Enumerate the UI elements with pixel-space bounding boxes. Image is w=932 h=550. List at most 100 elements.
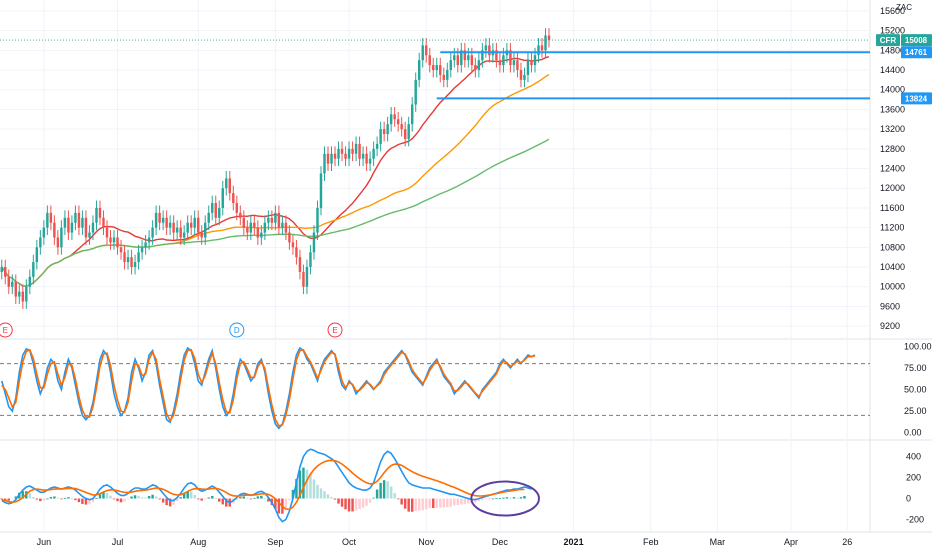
candle-body[interactable] (442, 74, 445, 80)
candle-body[interactable] (0, 267, 3, 272)
candle-body[interactable] (242, 217, 246, 228)
candle-body[interactable] (130, 257, 133, 268)
candle-body[interactable] (137, 252, 140, 263)
candle-body[interactable] (467, 55, 470, 61)
candle-body[interactable] (207, 212, 210, 223)
candle-body[interactable] (39, 237, 42, 248)
candle-body[interactable] (295, 247, 298, 258)
candle-body[interactable] (547, 35, 551, 41)
candle-body[interactable] (425, 45, 428, 56)
candle-body[interactable] (165, 217, 168, 228)
candle-body[interactable] (172, 222, 175, 233)
candle-body[interactable] (488, 45, 491, 56)
candle-body[interactable] (481, 50, 484, 61)
candle-body[interactable] (179, 227, 182, 238)
candle-body[interactable] (417, 60, 421, 80)
candle-body[interactable] (284, 222, 288, 233)
candle-body[interactable] (519, 70, 523, 80)
candle-body[interactable] (449, 60, 453, 71)
candle-body[interactable] (203, 222, 207, 238)
candle-body[interactable] (281, 222, 284, 228)
price-axis[interactable]: ZAC 9200 9600 10000 10400 10800 11200 11600 120… (876, 3, 932, 525)
candle-body[interactable] (218, 207, 221, 218)
candle-body[interactable] (60, 227, 63, 248)
candle-body[interactable] (421, 45, 424, 61)
candle-body[interactable] (389, 114, 393, 125)
candle-body[interactable] (211, 203, 214, 213)
candle-body[interactable] (354, 143, 358, 154)
candle-body[interactable] (161, 217, 165, 223)
candle-body[interactable] (298, 257, 302, 272)
candle-body[interactable] (144, 242, 147, 248)
candle-body[interactable] (460, 50, 463, 66)
candle-body[interactable] (323, 153, 326, 174)
candle-body[interactable] (189, 222, 193, 228)
candle-body[interactable] (225, 178, 228, 189)
candle-body[interactable] (98, 207, 102, 218)
candle-body[interactable] (477, 60, 481, 71)
candle-body[interactable] (249, 222, 253, 233)
candle-body[interactable] (537, 45, 540, 56)
candle-body[interactable] (260, 232, 263, 238)
candle-body[interactable] (133, 262, 137, 268)
candle-body[interactable] (21, 291, 25, 302)
candle-body[interactable] (410, 104, 414, 125)
candle-body[interactable] (200, 232, 203, 238)
candle-body[interactable] (11, 281, 14, 287)
candle-body[interactable] (484, 45, 488, 51)
candle-body[interactable] (407, 124, 410, 139)
candle-body[interactable] (495, 50, 498, 61)
candle-body[interactable] (358, 143, 361, 159)
candle-body[interactable] (81, 217, 84, 228)
candle-body[interactable] (347, 148, 351, 159)
candle-body[interactable] (540, 45, 544, 51)
candle-body[interactable] (239, 212, 242, 218)
candle-body[interactable] (326, 153, 330, 164)
candle-body[interactable] (516, 60, 519, 71)
candle-body[interactable] (432, 65, 435, 71)
candle-body[interactable] (333, 153, 337, 159)
stochastic-pane[interactable] (0, 346, 870, 430)
candle-body[interactable] (375, 143, 379, 149)
candle-body[interactable] (56, 237, 60, 248)
candle-body[interactable] (228, 178, 232, 194)
candle-body[interactable] (186, 222, 189, 233)
candle-body[interactable] (232, 193, 235, 204)
candle-body[interactable] (35, 247, 39, 263)
candle-body[interactable] (337, 148, 340, 159)
candle-body[interactable] (439, 65, 442, 75)
candle-body[interactable] (267, 217, 270, 223)
candle-body[interactable] (386, 124, 389, 135)
candle-body[interactable] (221, 188, 224, 208)
candle-body[interactable] (274, 212, 277, 223)
macd-pane[interactable] (0, 448, 540, 523)
candle-body[interactable] (256, 227, 260, 238)
candle-body[interactable] (463, 50, 467, 61)
candle-body[interactable] (95, 207, 98, 223)
candle-body[interactable] (196, 217, 200, 233)
candle-body[interactable] (182, 232, 186, 238)
candle-body[interactable] (235, 203, 239, 213)
candle-body[interactable] (112, 237, 116, 243)
candle-body[interactable] (123, 252, 126, 263)
candle-body[interactable] (270, 217, 274, 223)
candle-body[interactable] (105, 227, 109, 238)
candle-body[interactable] (42, 227, 46, 238)
candle-body[interactable] (102, 217, 105, 228)
candle-body[interactable] (526, 60, 530, 75)
candle-body[interactable] (77, 212, 81, 228)
event-marker[interactable] (0, 322, 13, 338)
candle-body[interactable] (446, 70, 449, 80)
event-marker[interactable] (327, 322, 343, 338)
candle-body[interactable] (53, 222, 56, 238)
candle-body[interactable] (14, 281, 18, 297)
candle-body[interactable] (84, 217, 88, 238)
candle-body[interactable] (305, 267, 309, 287)
candle-body[interactable] (277, 212, 281, 228)
candle-body[interactable] (25, 286, 28, 302)
candle-body[interactable] (291, 242, 295, 248)
candle-body[interactable] (126, 257, 130, 263)
candle-body[interactable] (302, 271, 305, 287)
candle-body[interactable] (544, 35, 547, 51)
